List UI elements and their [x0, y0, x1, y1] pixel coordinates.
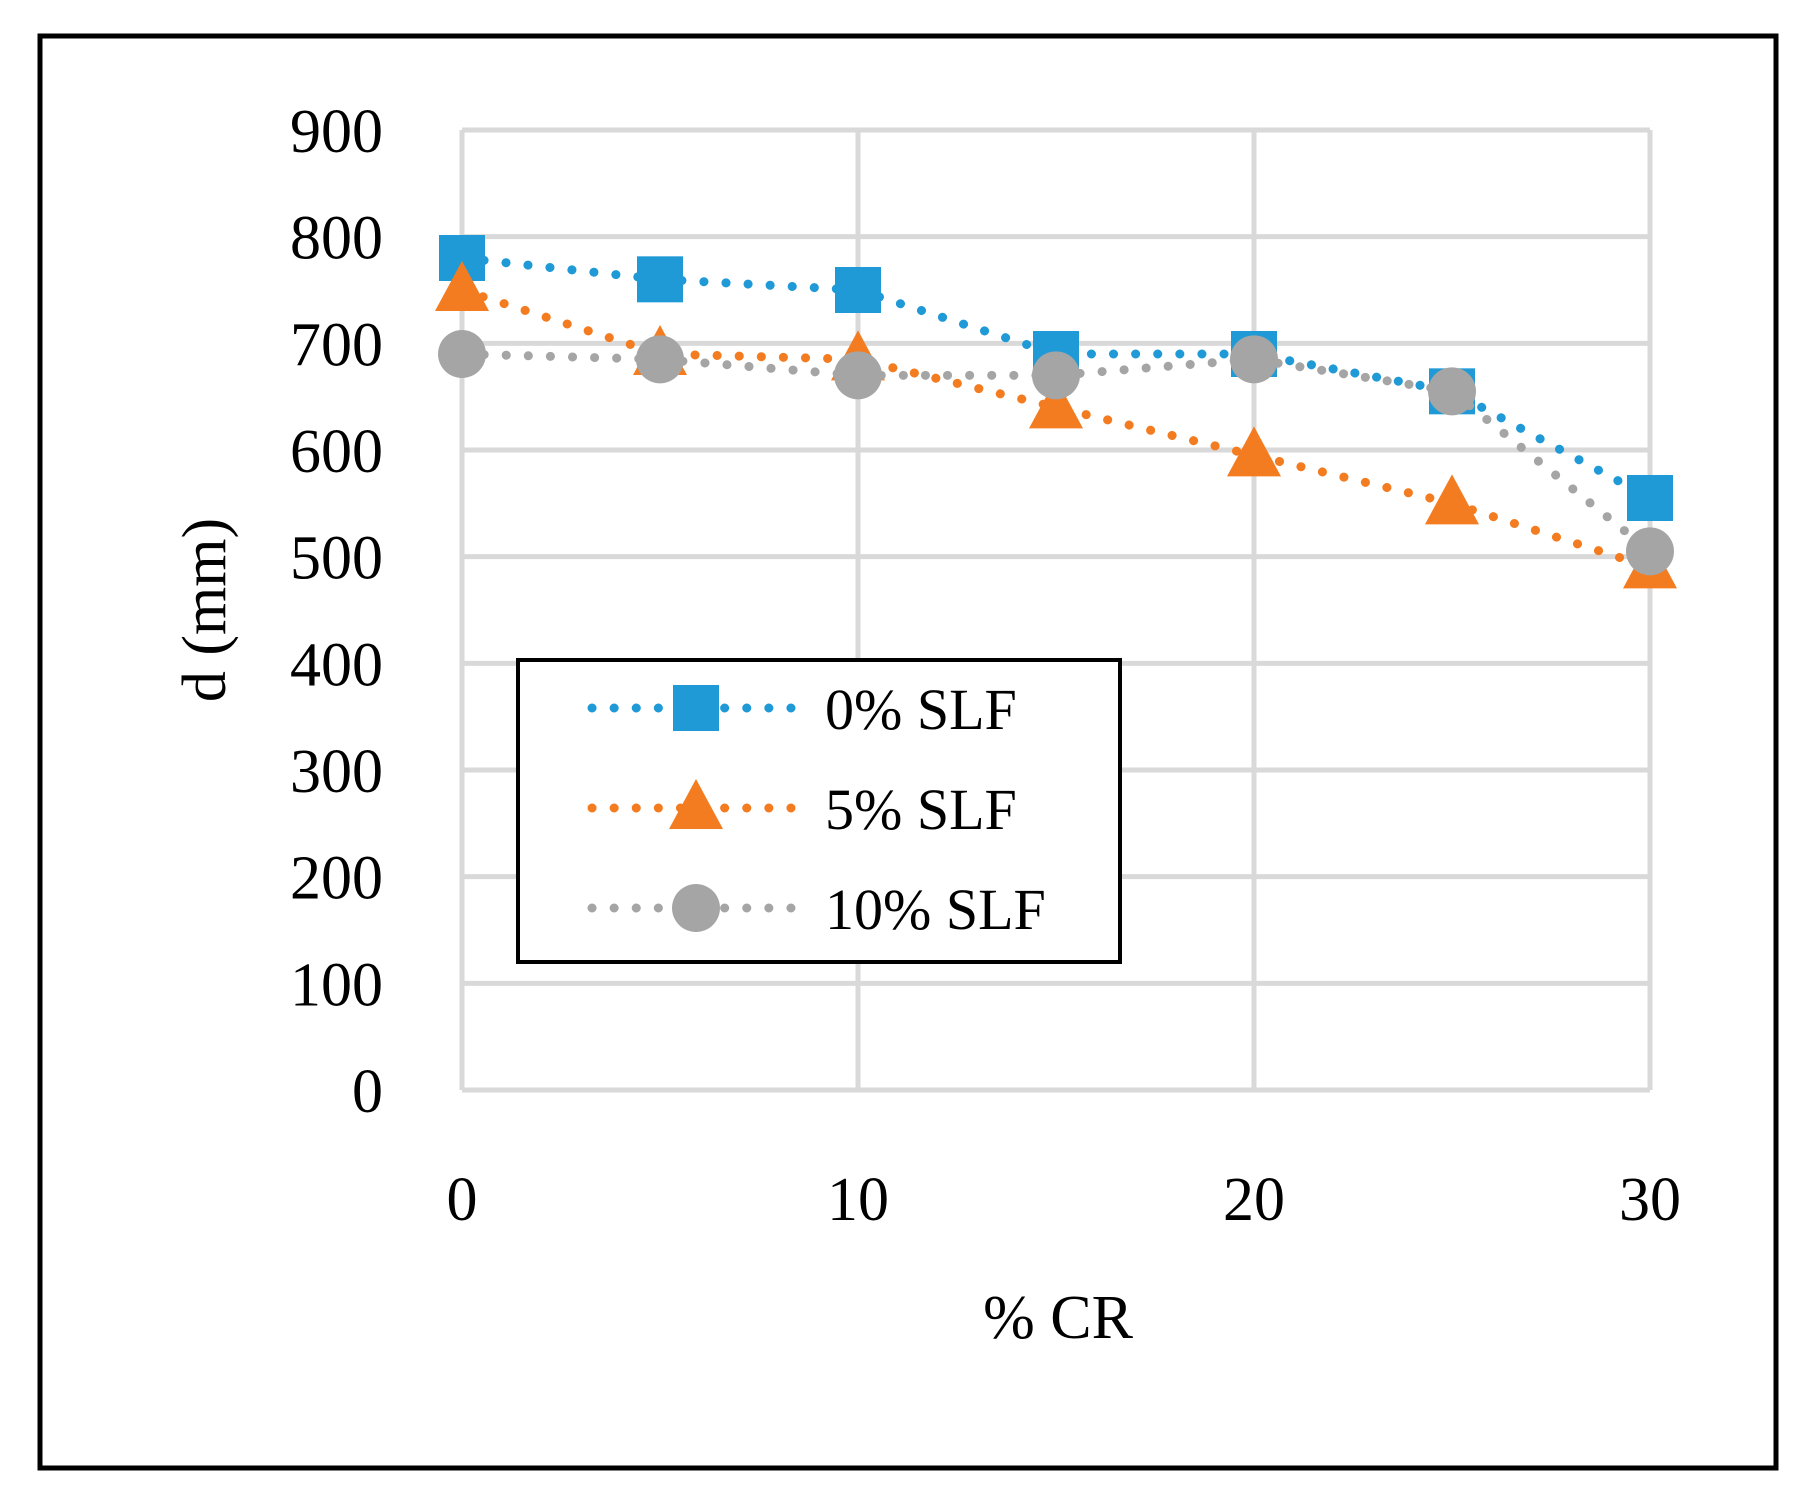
legend-label: 0% SLF — [825, 677, 1017, 742]
legend-box — [516, 658, 1122, 964]
data-point — [1227, 426, 1281, 477]
legend-item: 5% SLF — [587, 777, 1017, 842]
x-axis-ticks: 0 10 20 30 — [447, 1166, 1682, 1234]
legend-label: 10% SLF — [825, 877, 1046, 942]
legend-item: 0% SLF — [587, 677, 1017, 742]
data-point — [835, 267, 881, 313]
data-point — [637, 256, 683, 303]
data-point — [834, 351, 882, 400]
data-point — [636, 335, 684, 384]
x-tick-label: 10 — [827, 1166, 889, 1234]
data-point — [1425, 474, 1479, 525]
data-point — [435, 261, 489, 311]
y-tick-label: 900 — [290, 98, 383, 166]
data-point — [1230, 335, 1278, 384]
x-tick-label: 30 — [1619, 1166, 1681, 1234]
legend-item: 10% SLF — [587, 877, 1046, 942]
y-tick-label: 600 — [290, 418, 383, 486]
y-tick-label: 300 — [290, 738, 383, 806]
data-point — [438, 330, 486, 378]
legend: 0% SLF 5% SLF 10% SLF — [516, 658, 1122, 964]
x-axis-title: % CR — [983, 1284, 1134, 1352]
y-tick-label: 400 — [290, 631, 383, 699]
data-point — [1029, 378, 1083, 429]
gridlines — [459, 127, 1653, 1093]
data-point — [1626, 527, 1674, 576]
legend-label: 5% SLF — [825, 777, 1017, 842]
data-point — [1627, 475, 1673, 521]
legend-marker — [672, 884, 720, 932]
series-layer — [435, 235, 1677, 589]
legend-items: 0% SLF 5% SLF 10% SLF — [587, 677, 1046, 942]
x-tick-label: 20 — [1223, 1166, 1285, 1234]
y-axis-ticks: 0 100 200 300 400 500 600 700 800 900 — [290, 98, 383, 1126]
x-tick-label: 0 — [447, 1166, 478, 1234]
series-2 — [438, 330, 1674, 576]
y-tick-label: 500 — [290, 525, 383, 593]
y-tick-label: 0 — [352, 1058, 383, 1126]
y-axis-title: d (mm) — [171, 518, 239, 702]
data-point — [1428, 367, 1476, 416]
y-tick-label: 100 — [290, 951, 383, 1019]
legend-marker — [673, 685, 719, 731]
y-tick-label: 800 — [290, 205, 383, 273]
data-point — [1032, 351, 1080, 400]
y-tick-label: 700 — [290, 311, 383, 379]
legend-marker — [669, 779, 723, 829]
y-tick-label: 200 — [290, 845, 383, 913]
